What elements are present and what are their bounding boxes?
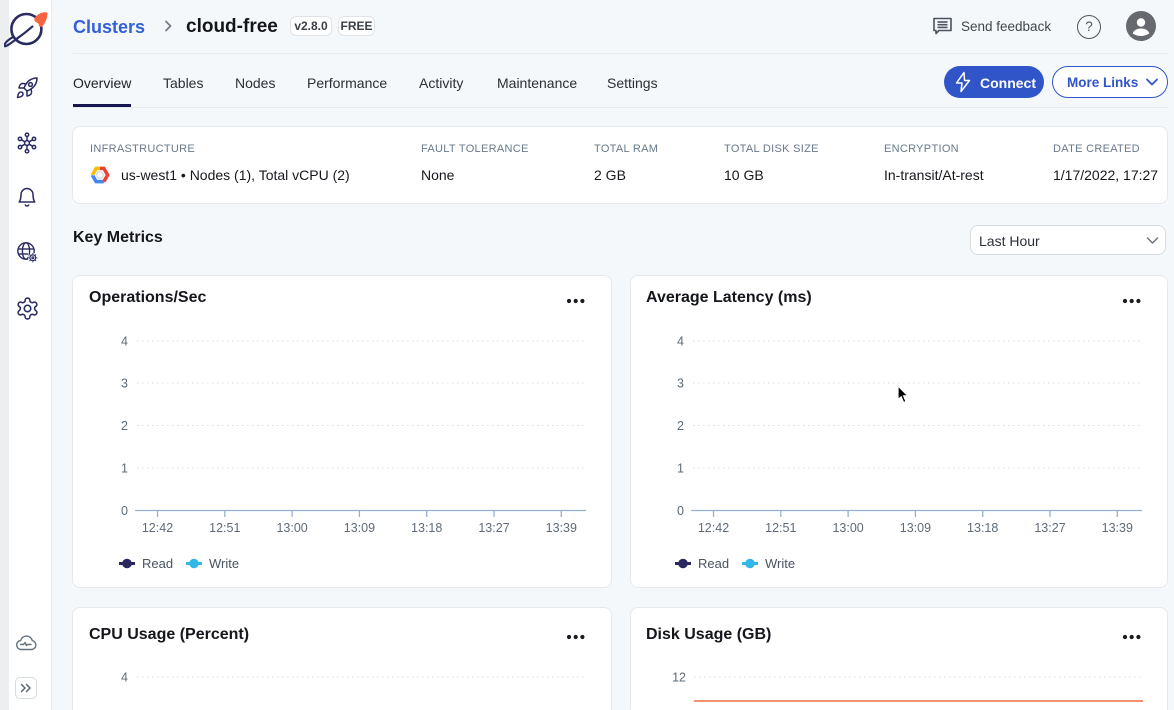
svg-text:13:27: 13:27 — [478, 521, 509, 535]
svg-text:2: 2 — [677, 419, 684, 433]
svg-text:Read: Read — [142, 556, 173, 571]
svg-text:0: 0 — [677, 504, 684, 518]
svg-text:Write: Write — [209, 556, 239, 571]
svg-text:13:18: 13:18 — [411, 521, 442, 535]
svg-text:Read: Read — [698, 556, 729, 571]
svg-text:4: 4 — [121, 671, 128, 685]
svg-text:13:18: 13:18 — [967, 521, 998, 535]
svg-text:2: 2 — [121, 419, 128, 433]
svg-text:13:09: 13:09 — [900, 521, 931, 535]
svg-text:1: 1 — [121, 462, 128, 476]
svg-text:Write: Write — [765, 556, 795, 571]
svg-text:4: 4 — [121, 335, 128, 349]
svg-text:13:00: 13:00 — [276, 521, 307, 535]
svg-text:12: 12 — [672, 671, 686, 685]
svg-text:13:27: 13:27 — [1034, 521, 1065, 535]
svg-text:13:39: 13:39 — [546, 521, 577, 535]
svg-text:3: 3 — [121, 377, 128, 391]
svg-text:12:42: 12:42 — [698, 521, 729, 535]
svg-text:12:51: 12:51 — [765, 521, 796, 535]
svg-text:1: 1 — [677, 462, 684, 476]
svg-text:4: 4 — [677, 335, 684, 349]
svg-text:13:09: 13:09 — [344, 521, 375, 535]
svg-text:0: 0 — [121, 504, 128, 518]
svg-text:13:39: 13:39 — [1102, 521, 1133, 535]
svg-text:13:00: 13:00 — [832, 521, 863, 535]
svg-text:12:51: 12:51 — [209, 521, 240, 535]
svg-text:12:42: 12:42 — [142, 521, 173, 535]
svg-text:3: 3 — [677, 377, 684, 391]
